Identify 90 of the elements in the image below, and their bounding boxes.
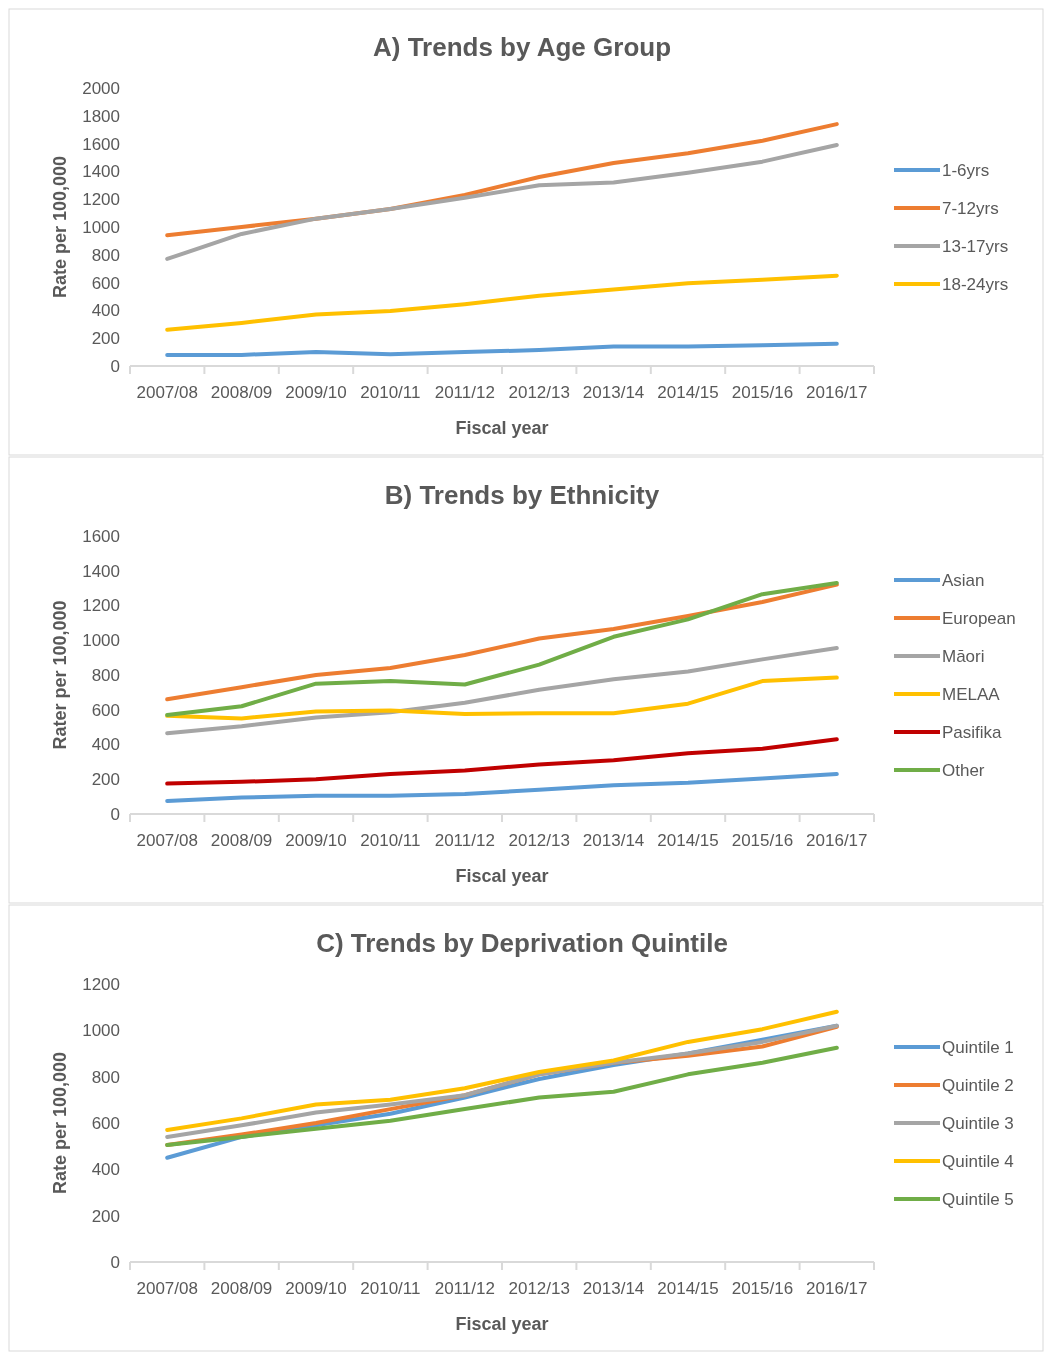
x-tick-label: 2010/11 [360,831,421,850]
x-tick-label: 2007/08 [136,1279,198,1298]
legend-label: European [942,608,1016,628]
y-tick-label: 1000 [82,217,120,237]
x-tick-label: 2016/17 [806,1279,868,1298]
y-axis-title: Rater per 100,000 [50,600,70,750]
y-tick-label: 0 [110,1252,120,1272]
x-tick-label: 2011/12 [434,383,495,402]
line-series [165,772,839,803]
x-tick-label: 2008/09 [210,831,273,850]
chart-title: A) Trends by Age Group [372,32,672,62]
y-tick-label: 400 [91,301,120,321]
legend-label: 13-17yrs [942,236,1009,256]
legend-label: Māori [942,646,985,666]
line-series [165,341,839,357]
line-series [165,737,839,786]
line-series [165,273,839,332]
y-tick-label: 600 [91,700,120,720]
x-tick-label: 2014/15 [657,383,719,402]
line-series [165,142,839,261]
y-tick-label: 1600 [82,134,120,154]
x-tick-label: 2016/17 [806,831,868,850]
y-tick-label: 800 [91,245,120,265]
x-tick-label: 2009/10 [285,1279,347,1298]
x-tick-label: 2009/10 [285,383,347,402]
y-tick-label: 1000 [82,1021,120,1041]
y-tick-label: 800 [91,1067,120,1087]
y-tick-label: 200 [91,1206,120,1226]
legend-label: Pasifika [942,722,1003,742]
y-axis-title: Rate per 100,000 [50,155,70,299]
y-tick-label: 1200 [82,596,120,616]
y-tick-label: 0 [110,356,120,376]
legend-label: Other [942,760,985,780]
chart-title: B) Trends by Ethnicity [384,480,660,510]
y-tick-label: 200 [91,770,120,790]
x-tick-label: 2013/14 [582,831,645,850]
y-tick-label: 1800 [82,106,120,126]
legend-label: MELAA [942,684,1001,704]
y-tick-label: 400 [91,1160,120,1180]
x-tick-label: 2011/12 [434,831,495,850]
legend-label: Asian [942,570,985,590]
x-tick-label: 2007/08 [136,383,198,402]
y-tick-label: 1400 [82,561,120,581]
x-tick-label: 2016/17 [806,383,868,402]
x-tick-label: 2008/09 [210,1279,273,1298]
x-tick-label: 2014/15 [657,1279,719,1298]
y-tick-label: 600 [91,273,120,293]
y-tick-label: 400 [91,735,120,755]
x-tick-label: 2015/16 [731,383,794,402]
y-tick-label: 600 [91,1113,120,1133]
legend-label: 1-6yrs [942,160,990,180]
legend-label: Quintile 2 [942,1075,1014,1095]
x-tick-label: 2013/14 [582,383,645,402]
legend-label: Quintile 5 [942,1189,1014,1209]
x-axis-title: Fiscal year [455,1314,549,1334]
chart-title: C) Trends by Deprivation Quintile [316,928,728,958]
y-axis-title: Rate per 100,000 [50,1051,70,1195]
legend-label: Quintile 1 [942,1037,1014,1057]
line-series [165,675,839,721]
y-tick-label: 0 [110,804,120,824]
x-tick-label: 2015/16 [731,831,794,850]
legend-label: 7-12yrs [942,198,999,218]
legend-label: 18-24yrs [942,274,1009,294]
x-tick-label: 2007/08 [136,831,198,850]
line-series [165,1045,839,1148]
legend-label: Quintile 3 [942,1113,1014,1133]
y-tick-label: 1600 [82,526,120,546]
x-tick-label: 2009/10 [285,831,347,850]
y-tick-label: 200 [91,329,120,349]
x-tick-label: 2012/13 [508,831,570,850]
x-tick-label: 2008/09 [210,383,273,402]
x-tick-label: 2012/13 [508,383,570,402]
y-tick-label: 1400 [82,162,120,182]
y-tick-label: 1000 [82,631,120,651]
x-tick-label: 2010/11 [360,1279,421,1298]
y-tick-label: 800 [91,665,120,685]
x-tick-label: 2010/11 [360,383,421,402]
line-series [165,1009,839,1132]
legend-label: Quintile 4 [942,1151,1014,1171]
x-tick-label: 2015/16 [731,1279,794,1298]
x-tick-label: 2013/14 [582,1279,645,1298]
x-tick-label: 2014/15 [657,831,719,850]
y-tick-label: 1200 [82,974,120,994]
y-tick-label: 1200 [82,190,120,210]
x-tick-label: 2011/12 [434,1279,495,1298]
x-tick-label: 2012/13 [508,1279,570,1298]
y-tick-label: 2000 [82,78,120,98]
x-axis-title: Fiscal year [455,418,549,438]
line-series [165,646,839,736]
x-axis-title: Fiscal year [455,866,549,886]
